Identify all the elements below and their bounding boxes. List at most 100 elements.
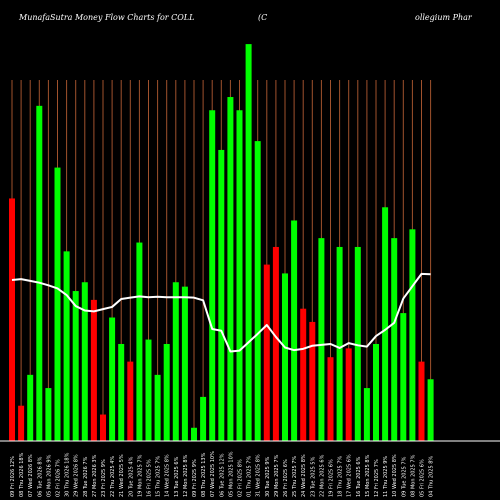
x-tick-label: 05 Mon 2026 9% — [46, 454, 52, 497]
x-tick-label: 29 Wed 2026 8% — [74, 454, 80, 497]
x-tick-label: 07 Wed 2026 8% — [28, 454, 34, 497]
x-tick-label: 13 Tue 2025 6% — [174, 456, 180, 497]
bar — [191, 427, 197, 441]
bar — [36, 105, 43, 441]
bar — [263, 264, 270, 441]
bar — [354, 246, 361, 441]
x-tick-label: 24 Wed 2025 8% — [301, 454, 307, 497]
bar — [409, 229, 416, 441]
x-tick-label: 16 Tue 2025 6% — [356, 456, 362, 497]
bar — [254, 141, 261, 441]
x-tick-label: 21 Wed 2025 5% — [119, 454, 125, 497]
x-tick-label: 10 Wed 2025 8% — [392, 454, 398, 497]
x-tick-label: 17 Wed 2025 6% — [347, 454, 353, 497]
x-tick-label: 12 Mon 2025 8% — [183, 454, 189, 497]
bar — [209, 110, 216, 441]
bar — [200, 396, 207, 441]
x-tick-label: 04 Thu 2025 8% — [429, 456, 435, 497]
trend-line-group — [11, 272, 431, 353]
x-tick-label: 08 Thu 2025 13% — [201, 452, 207, 497]
x-tick-label: 15 Thu 2025 7% — [156, 456, 162, 497]
x-tick-label: 22 Mon 2025 6% — [319, 454, 325, 497]
bar — [363, 388, 370, 441]
x-tick-label: 06 Tue 2025 12% — [219, 453, 225, 497]
bar — [382, 207, 389, 441]
x-axis-labels: 09 Fri 2026 12% 08 Thu 2026 18% 07 Wed 202… — [10, 451, 435, 497]
bar — [336, 246, 343, 441]
bar — [227, 97, 234, 442]
bar — [327, 357, 334, 441]
x-tick-label: 30 Tue 2025 9% — [265, 456, 271, 497]
bar — [373, 343, 379, 441]
bar — [418, 361, 425, 441]
x-tick-label: 15 Mon 2025 8% — [365, 454, 371, 497]
x-tick-label: 05 Fri 2025 6% — [420, 459, 426, 497]
x-tick-label: 30 Thu 2026 18% — [65, 452, 71, 497]
bar — [272, 246, 279, 441]
bar — [245, 44, 252, 441]
bar — [300, 308, 307, 441]
bar — [400, 313, 407, 441]
bar — [127, 361, 134, 441]
bar — [291, 220, 298, 441]
bar — [54, 167, 61, 441]
x-tick-label: 12 Fri 2025 7% — [374, 459, 380, 497]
bar — [145, 339, 152, 441]
bar — [90, 299, 97, 441]
x-tick-label: 23 Tue 2025 5% — [310, 456, 316, 497]
bar — [318, 238, 325, 441]
x-tick-label: 31 Wed 2025 8% — [256, 454, 262, 497]
x-tick-label: 26 Fri 2025 6% — [283, 459, 289, 497]
x-tick-label: 05 Mon 2025 10% — [228, 451, 234, 497]
trend-line — [11, 272, 431, 353]
chart-title-company: ollegium Phar — [415, 13, 473, 22]
bar — [345, 348, 352, 441]
bar — [391, 238, 398, 441]
x-tick-label: 16 Fri 2025 5% — [147, 459, 153, 497]
x-tick-label: 06 Tue 2026 8% — [37, 456, 43, 497]
x-tick-label: 18 Thu 2025 7% — [338, 456, 344, 497]
bar — [109, 317, 116, 441]
x-tick-label: 08 Mon 2025 7% — [410, 454, 416, 497]
bar — [100, 414, 106, 441]
x-tick-label: 02 Fri 2026 7% — [56, 459, 62, 497]
x-tick-label: 07 Wed 2025 10% — [210, 451, 216, 497]
x-tick-label: 27 Mon 2026 3% — [92, 454, 98, 497]
x-tick-label: 19 Mon 2025 7% — [137, 454, 143, 497]
x-tick-label: 28 Tue 2026 7% — [83, 456, 89, 497]
x-tick-label: 22 Thu 2025 4% — [110, 456, 116, 497]
bar — [154, 374, 161, 441]
x-tick-label: 01 Thu 2025 7% — [247, 456, 253, 497]
money-flow-bars — [9, 44, 434, 442]
bar — [218, 149, 225, 441]
chart-title-ticker: (C — [258, 13, 267, 22]
bar — [118, 343, 125, 441]
x-tick-label: 09 Tue 2025 7% — [401, 456, 407, 497]
x-tick-label: 08 Thu 2026 18% — [19, 452, 25, 497]
x-tick-label: 09 Fri 2025 9% — [192, 459, 198, 497]
bar — [172, 282, 179, 441]
x-tick-label: 19 Fri 2025 6% — [329, 459, 335, 497]
bar — [136, 242, 143, 441]
bar — [45, 388, 52, 441]
bar — [63, 251, 70, 441]
x-tick-label: 02 Fri 2025 8% — [238, 459, 244, 497]
x-tick-label: 29 Mon 2025 7% — [274, 454, 280, 497]
bar — [72, 291, 79, 441]
x-tick-label: 11 Thu 2025 9% — [383, 456, 389, 497]
bar — [163, 343, 170, 441]
bar — [9, 198, 15, 441]
x-tick-label: 25 Thu 2025 7% — [292, 456, 298, 497]
bar — [236, 110, 243, 441]
bar — [27, 374, 34, 441]
bar — [81, 282, 88, 441]
x-tick-label: 20 Tue 2025 4% — [128, 456, 134, 497]
chart-title: MunafaSutra Money Flow Charts for COLL — [18, 13, 194, 22]
bar — [18, 405, 25, 441]
bar — [181, 286, 188, 441]
x-tick-label: 23 Fri 2025 9% — [101, 459, 107, 497]
x-tick-label: 09 Fri 2026 12% — [10, 456, 16, 497]
x-tick-label: 14 Wed 2025 8% — [165, 454, 171, 497]
